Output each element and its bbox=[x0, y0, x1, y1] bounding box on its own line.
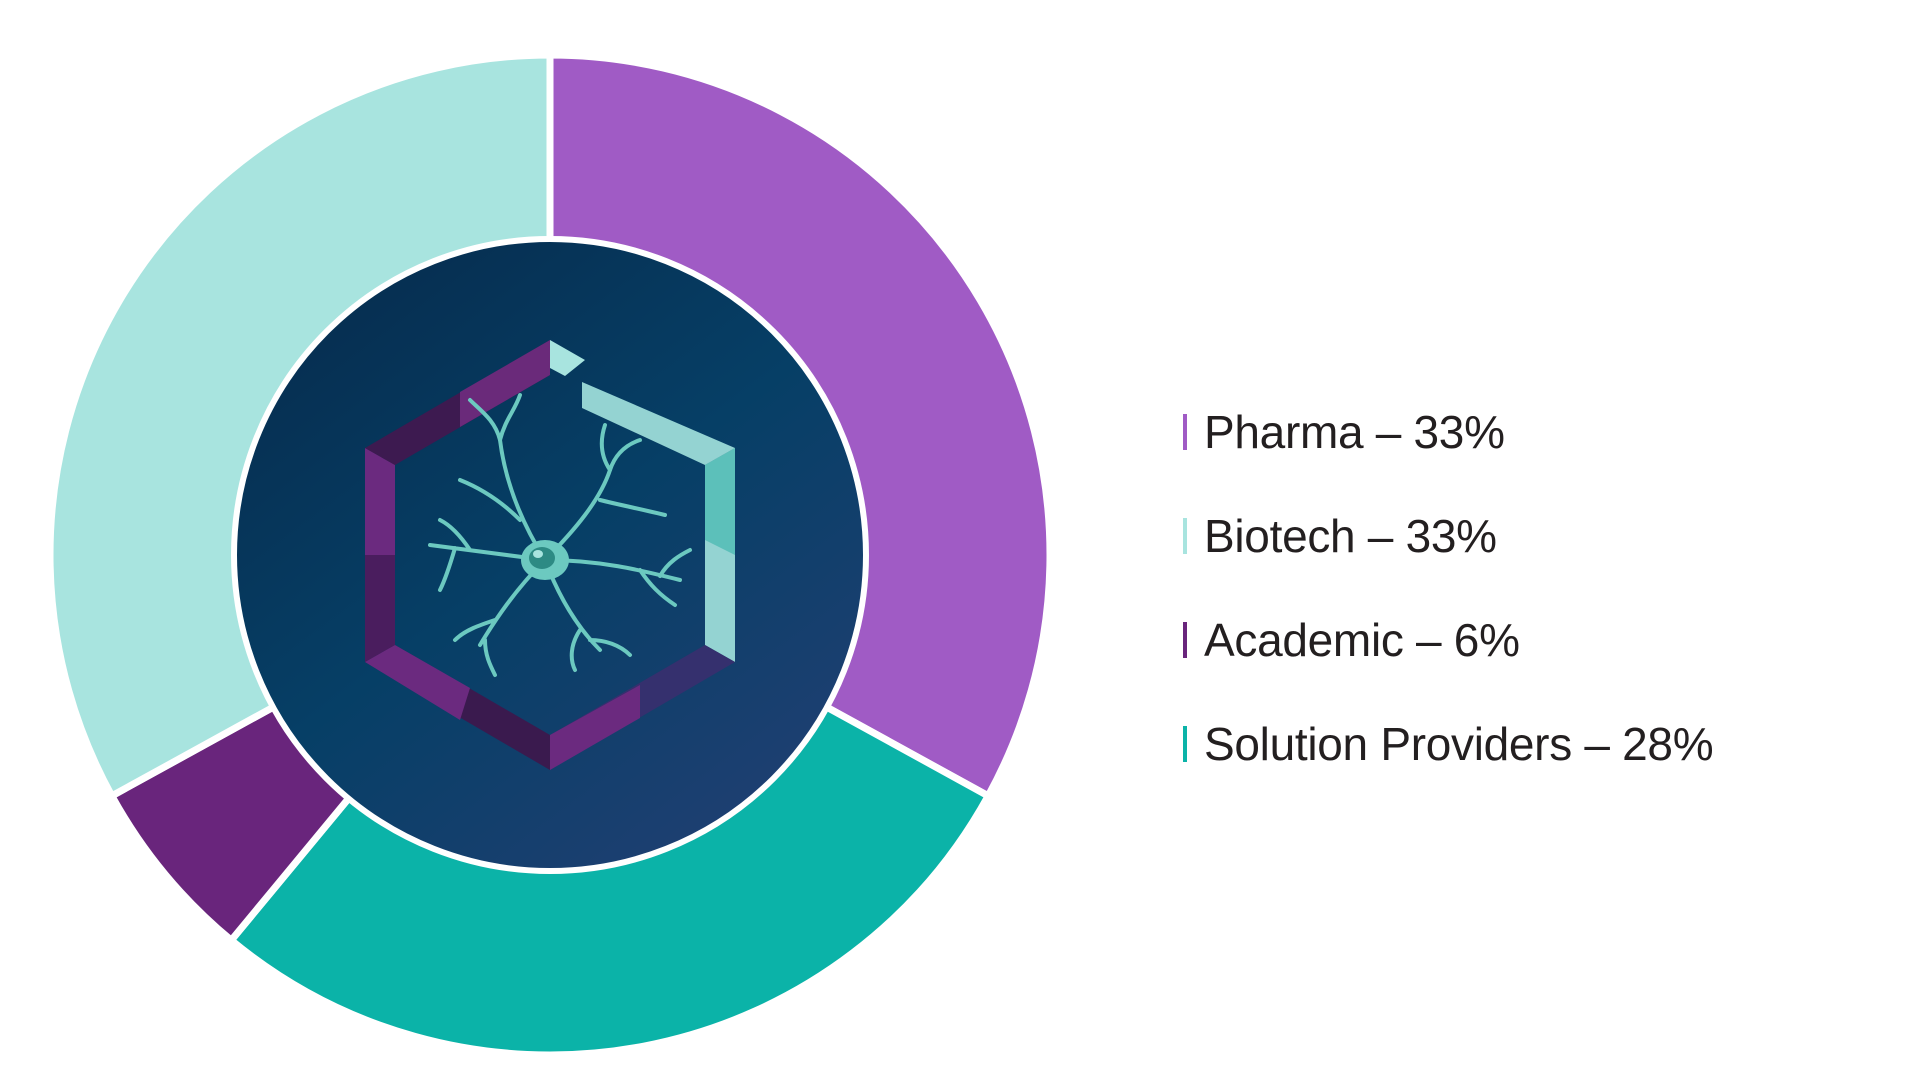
legend-swatch bbox=[1183, 414, 1187, 450]
legend-label: Solution Providers – 28% bbox=[1204, 718, 1714, 770]
legend-swatch bbox=[1183, 726, 1187, 762]
legend-item-pharma: Pharma – 33% bbox=[1183, 380, 1903, 484]
legend-item-biotech: Biotech – 33% bbox=[1183, 484, 1903, 588]
donut-ring bbox=[46, 51, 1054, 1059]
legend-label: Biotech – 33% bbox=[1204, 510, 1497, 562]
chart-legend: Pharma – 33% Biotech – 33% Academic – 6%… bbox=[1183, 380, 1903, 796]
legend-item-solution-providers: Solution Providers – 28% bbox=[1183, 692, 1903, 796]
legend-label: Pharma – 33% bbox=[1204, 406, 1505, 458]
legend-swatch bbox=[1183, 622, 1187, 658]
legend-item-academic: Academic – 6% bbox=[1183, 588, 1903, 692]
legend-swatch bbox=[1183, 518, 1187, 554]
neuron-hexagon-icon bbox=[365, 340, 735, 770]
legend-label: Academic – 6% bbox=[1204, 614, 1520, 666]
